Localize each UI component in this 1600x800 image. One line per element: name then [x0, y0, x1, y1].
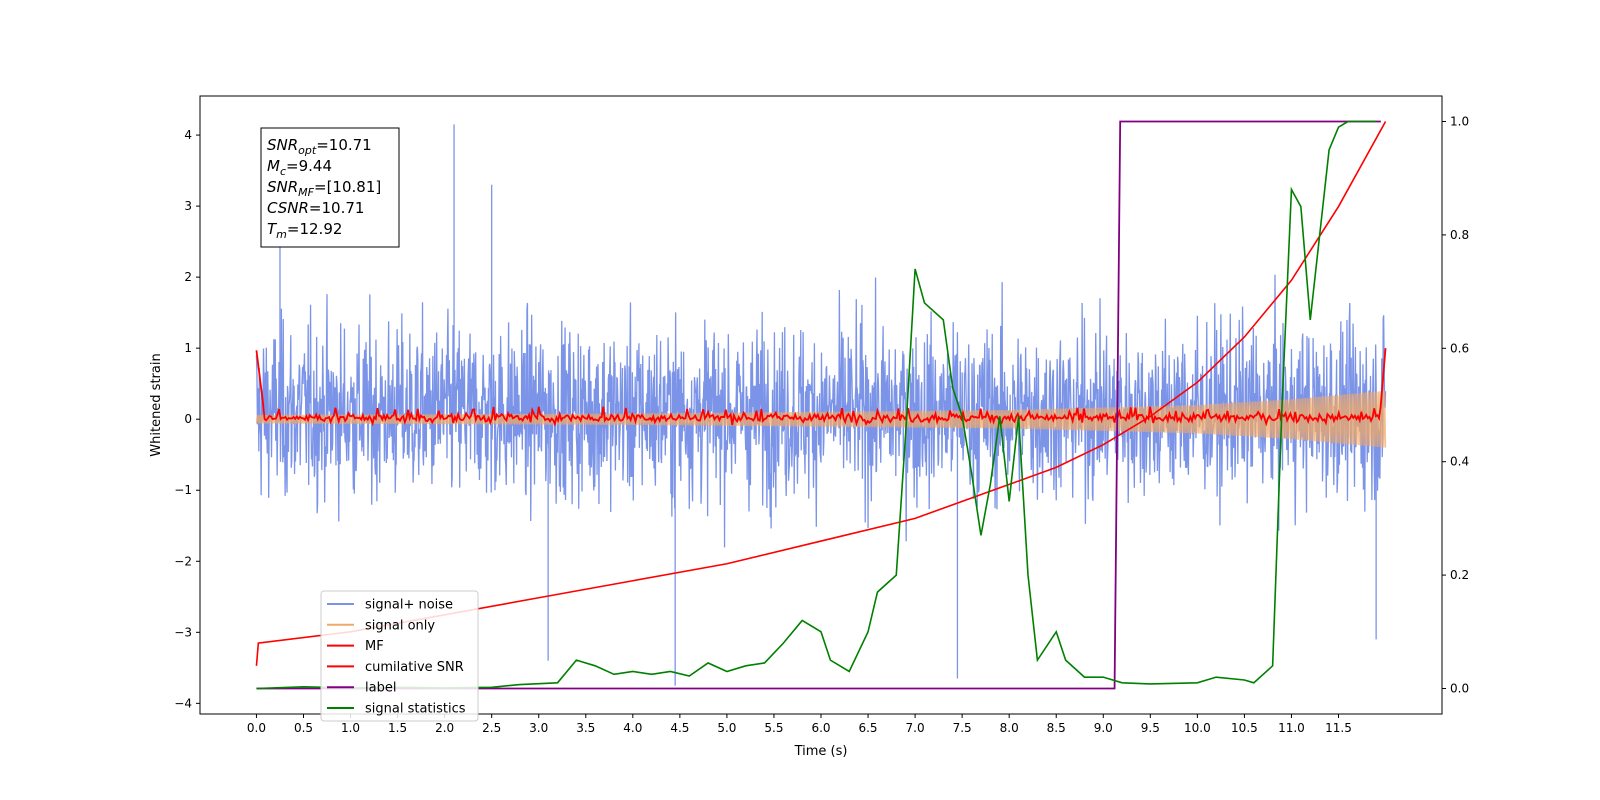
y2-tick-label: 0.6 [1450, 341, 1469, 355]
legend-label: cumilative SNR [365, 660, 464, 675]
annotation-frame [260, 127, 400, 248]
x-tick-label: 9.5 [1141, 721, 1160, 735]
y-tick-label: 0 [184, 412, 192, 426]
x-tick-label: 0.0 [247, 721, 266, 735]
x-tick-label: 3.0 [529, 721, 548, 735]
annotation-box: SNRopt=10.71Mc=9.44SNRMF=[10.81]CSNR=10.… [260, 127, 400, 248]
y-tick-label: 2 [184, 270, 192, 284]
x-tick-label: 6.0 [811, 721, 830, 735]
x-tick-label: 11.0 [1278, 721, 1305, 735]
x-tick-label: 7.0 [906, 721, 925, 735]
x-axis-ticks: 0.0 0.5 1.0 1.5 2.0 2.5 3.0 3.5 4.0 4.5 5.0 5.5 6.0 6… [247, 714, 1352, 735]
x-tick-label: 5.5 [764, 721, 783, 735]
y2-axis-ticks: 1.0 0.8 0.6 0.4 0.2 0.0 [1442, 115, 1469, 695]
y2-tick-label: 0.8 [1450, 228, 1469, 242]
legend-frame [320, 590, 479, 722]
legend-label: signal statistics [365, 702, 466, 717]
legend: signal+ noise signal only MF cumilative SNR… [320, 590, 479, 722]
x-tick-label: 10.0 [1184, 721, 1211, 735]
y2-tick-label: 0.4 [1450, 455, 1469, 469]
y-axis-ticks: 4 3 2 1 0 −1 −2 −3 −4 [174, 128, 200, 710]
annotation-line: SNRopt=10.71 [267, 136, 372, 157]
y-tick-label: −3 [174, 625, 192, 639]
x-tick-label: 3.5 [576, 721, 595, 735]
x-tick-label: 8.0 [1000, 721, 1019, 735]
signal-noise-line [255, 274, 1387, 548]
x-tick-label: 5.0 [717, 721, 736, 735]
x-tick-label: 2.0 [435, 721, 454, 735]
annotation-line: Tm=12.92 [267, 220, 342, 241]
x-tick-label: 9.0 [1094, 721, 1113, 735]
annotation-line: Mc=9.44 [267, 157, 332, 178]
y-tick-label: 3 [184, 199, 192, 213]
legend-label: label [365, 681, 396, 696]
x-tick-label: 1.5 [388, 721, 407, 735]
x-tick-label: 10.5 [1231, 721, 1258, 735]
signal-statistics-line [256, 120, 1377, 690]
x-tick-label: 1.0 [341, 721, 360, 735]
x-tick-label: 8.5 [1047, 721, 1066, 735]
legend-label: signal+ noise [365, 598, 453, 613]
annotation-line: CSNR=10.71 [267, 199, 364, 217]
x-tick-label: 6.5 [858, 721, 877, 735]
y2-tick-label: 0.2 [1450, 568, 1469, 582]
y-axis-label: Whitened strain [149, 353, 164, 456]
x-tick-label: 0.5 [294, 721, 313, 735]
label-line [256, 120, 1381, 690]
x-tick-label: 11.5 [1325, 721, 1352, 735]
y-tick-label: 1 [184, 341, 192, 355]
legend-label: signal only [365, 618, 435, 633]
x-tick-label: 4.5 [670, 721, 689, 735]
y-tick-label: 4 [184, 128, 192, 142]
annotation-line: SNRMF=[10.81] [267, 178, 381, 199]
y-tick-label: −4 [174, 696, 192, 710]
y2-tick-label: 0.0 [1450, 681, 1469, 695]
x-tick-label: 2.5 [482, 721, 501, 735]
y-tick-label: −1 [174, 483, 192, 497]
y-tick-label: −2 [174, 554, 192, 568]
x-axis-label: Time (s) [794, 744, 848, 759]
x-tick-label: 7.5 [953, 721, 972, 735]
x-tick-label: 4.0 [623, 721, 642, 735]
y2-tick-label: 1.0 [1450, 115, 1469, 129]
legend-label: MF [365, 639, 384, 654]
mf-line [255, 348, 1387, 427]
